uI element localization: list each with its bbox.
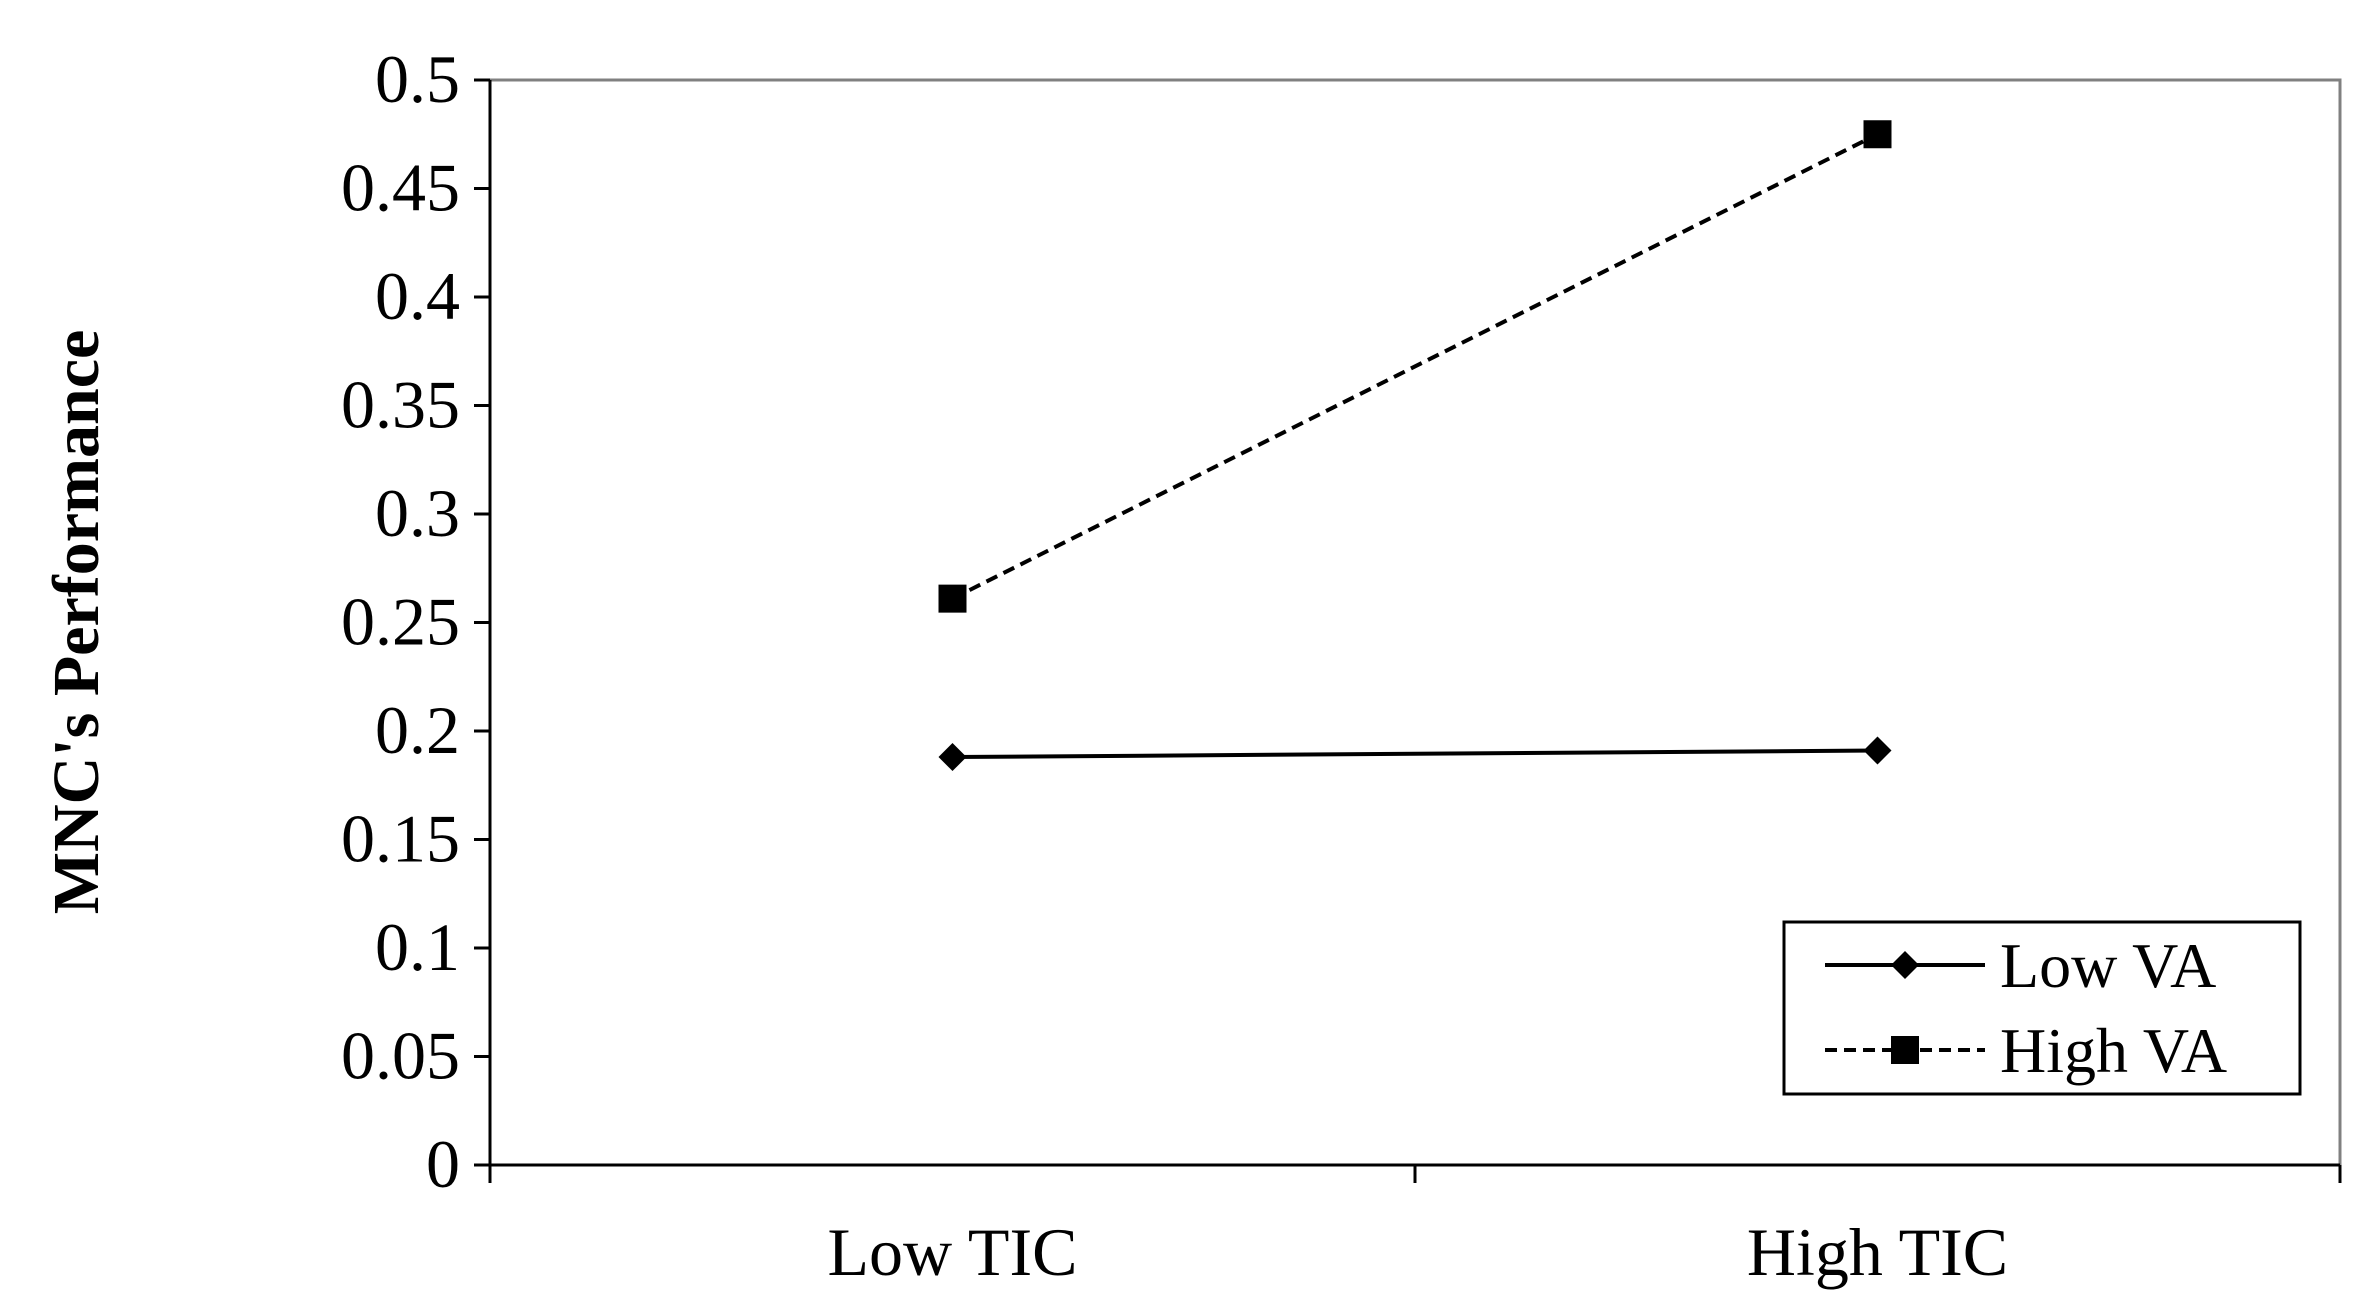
y-tick-label: 0.5 [375, 41, 460, 117]
data-point-marker [938, 743, 967, 772]
x-axis-ticks: Low TIC High TIC [488, 1165, 2342, 1290]
series-layer [938, 120, 1892, 772]
y-tick-label: 0.25 [341, 584, 460, 660]
y-tick-label: 0.2 [375, 692, 460, 768]
y-tick-label: 0.3 [375, 475, 460, 551]
data-point-marker [1863, 736, 1892, 765]
series-line-0 [952, 748, 1878, 760]
y-tick-label: 0.35 [341, 367, 460, 443]
legend-marker [1891, 1036, 1919, 1064]
y-tick-label: 0 [426, 1126, 460, 1202]
y-axis-title: MNC's Performance [40, 330, 113, 915]
y-tick-label: 0.45 [341, 150, 460, 226]
y-tick-label: 0.1 [375, 909, 460, 985]
data-point-marker [938, 584, 967, 613]
data-point-marker [1863, 120, 1892, 149]
legend-box [1782, 920, 2302, 1096]
x-tick-label: Low TIC [828, 1214, 1078, 1290]
series-line-1 [951, 132, 1879, 601]
y-tick-label: 0.05 [341, 1018, 460, 1094]
legend-label: Low VA [2000, 930, 2216, 1001]
y-tick-label: 0.4 [375, 258, 460, 334]
legend-label: High VA [2000, 1015, 2227, 1086]
x-tick-label: High TIC [1747, 1214, 2008, 1290]
legend: Low VA High VA [1782, 920, 2302, 1096]
y-tick-label: 0.15 [341, 801, 460, 877]
legend-marker [1891, 951, 1919, 979]
y-axis-ticks: 0 0.05 0.1 0.15 0.2 0.25 0.3 0.35 0.4 0.45 0.5 [341, 41, 490, 1202]
